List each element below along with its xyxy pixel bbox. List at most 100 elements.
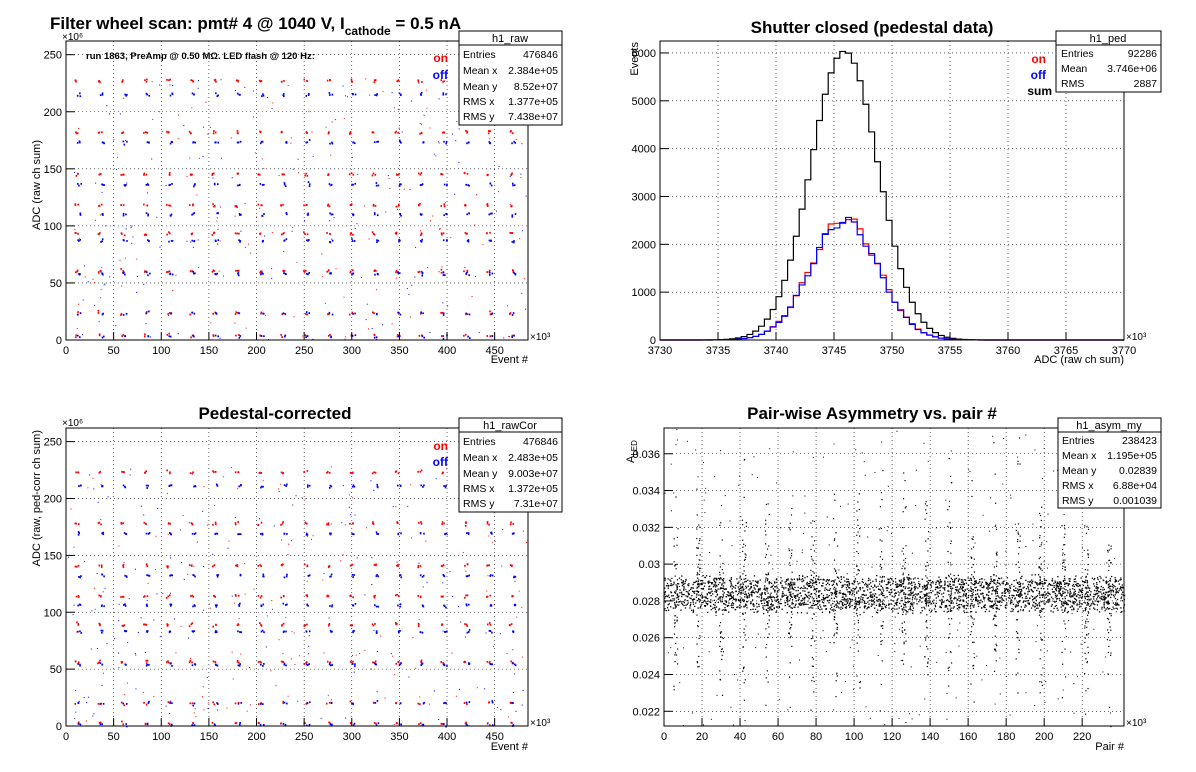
cor-off-point: [352, 604, 355, 607]
raw-on-point: [75, 174, 78, 177]
asym-point: [725, 601, 727, 604]
asym-point: [1055, 584, 1057, 586]
raw-on-point: [349, 271, 352, 274]
cor-off-stray-point: [146, 600, 148, 602]
asym-point: [912, 578, 915, 580]
asym-point: [1011, 608, 1013, 610]
cor-off-stray-point: [433, 690, 435, 692]
asym-point: [1016, 594, 1018, 596]
asym-point: [1102, 586, 1104, 589]
cor-off-point: [260, 533, 262, 535]
raw-off-stray-point: [169, 84, 171, 86]
raw-on-point: [282, 269, 285, 272]
asym-point: [1019, 582, 1022, 584]
raw-off-point: [101, 213, 104, 215]
raw-on-point: [75, 334, 78, 337]
cor-on-point: [372, 661, 374, 664]
raw-off-point: [101, 238, 104, 241]
asym-point: [684, 599, 686, 601]
asym-point: [955, 597, 957, 599]
asym-point: [718, 597, 720, 599]
asym-point: [809, 580, 811, 583]
asym-point: [710, 599, 712, 601]
asym-point: [699, 599, 701, 601]
asym-point: [723, 588, 725, 590]
asym-point: [709, 585, 711, 587]
asym-point: [664, 579, 666, 581]
cor-off-point: [374, 701, 377, 704]
asym-point: [935, 597, 937, 599]
cor-on-stray-point: [126, 682, 128, 684]
asym-point: [945, 604, 948, 607]
raw-off-stray-point: [186, 240, 188, 242]
asym-point: [851, 598, 854, 601]
asym-point: [1121, 584, 1124, 586]
asym-point: [985, 608, 988, 611]
panel-corrected: Pedestal-corrected 0 50 100 150 200 250 300 350…: [31, 404, 563, 753]
cor-off-stray-point: [75, 690, 77, 692]
asym-point: [1103, 605, 1105, 607]
asym-point: [738, 600, 741, 602]
asym-point: [970, 595, 972, 597]
asym-point: [795, 600, 797, 602]
asym-point: [771, 605, 774, 607]
cor-on-stray-point: [312, 535, 314, 537]
asym-point: [783, 594, 786, 596]
raw-off-stray-point: [357, 173, 359, 175]
asym-point: [766, 590, 768, 592]
asym-point: [803, 585, 805, 587]
asym-point: [926, 595, 928, 597]
asym-point: [908, 589, 910, 592]
asym-point: [1078, 600, 1081, 602]
raw-off-point: [217, 335, 219, 338]
cor-on-point: [466, 594, 469, 597]
cor-off-point: [446, 630, 448, 633]
asym-point: [998, 577, 1000, 579]
cor-on-point: [75, 471, 77, 474]
cor-on-point: [464, 564, 466, 567]
asym-point: [693, 592, 696, 594]
asym-point: [978, 599, 980, 602]
cor-on-stray-point: [237, 488, 239, 490]
asym-point: [909, 605, 912, 608]
cor-on-stray-point: [230, 467, 232, 469]
asym-point: [906, 597, 909, 599]
asym-point: [983, 586, 985, 588]
asym-point: [790, 595, 793, 598]
cor-on-point: [280, 524, 282, 526]
raw-on-point: [440, 271, 443, 274]
raw-off-point: [377, 239, 380, 242]
asym-point: [908, 577, 911, 580]
asym-point: [899, 581, 902, 583]
asym-point: [1114, 585, 1116, 588]
asym-point: [992, 586, 994, 588]
asym-point: [967, 597, 970, 599]
cor-off-point: [351, 702, 353, 705]
asym-point: [1089, 605, 1091, 608]
cor-off-stray-point: [390, 653, 392, 655]
asym-point: [712, 603, 715, 606]
asym-point: [941, 593, 943, 595]
asym-point: [1021, 575, 1023, 578]
cor-on-point: [351, 522, 354, 525]
cor-off-point: [217, 574, 219, 576]
asym-point: [1063, 603, 1065, 605]
asym-point: [672, 607, 675, 609]
asym-point: [790, 607, 792, 609]
asym-point: [788, 583, 790, 586]
asym-point: [1079, 594, 1081, 596]
cor-on-stray-point: [167, 493, 169, 495]
cor-on-stray-point: [355, 654, 357, 656]
asym-point: [811, 604, 813, 607]
raw-on-point: [188, 130, 191, 133]
raw-on-stray-point: [209, 126, 211, 128]
ped-y-axis-label: Events: [629, 42, 641, 76]
asym-point: [866, 597, 869, 599]
raw-on-point: [326, 232, 328, 234]
cor-on-stray-point: [306, 535, 308, 537]
asym-point: [962, 590, 964, 592]
raw-on-stray-point: [272, 102, 274, 104]
asym-point: [1010, 599, 1012, 601]
raw-off-point: [513, 140, 515, 143]
cor-off-point: [79, 663, 81, 666]
